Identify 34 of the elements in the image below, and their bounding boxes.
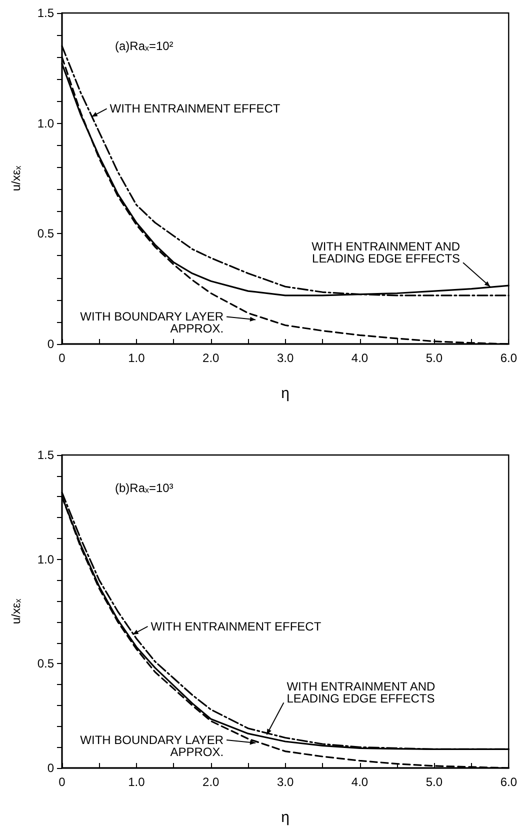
x-tick-label: 2.0 bbox=[202, 775, 220, 789]
x-tick-label: 2.0 bbox=[202, 351, 220, 365]
x-tick-label: 4.0 bbox=[351, 351, 368, 365]
x-tick-label: 6.0 bbox=[500, 351, 518, 365]
x-tick-label: 1.0 bbox=[128, 351, 146, 365]
annotation: WITH ENTRAINMENT AND LEADING EDGE EFFECTS bbox=[312, 240, 460, 266]
x-axis-title: η bbox=[281, 385, 290, 402]
x-axis-title: η bbox=[281, 809, 290, 826]
x-tick-label: 3.0 bbox=[276, 775, 294, 789]
x-tick-label: 5.0 bbox=[426, 351, 443, 365]
y-axis-title: u/xεₓ bbox=[9, 598, 23, 624]
y-tick-label: 1.0 bbox=[37, 552, 54, 566]
annotation: WITH BOUNDARY LAYER APPROX. bbox=[80, 732, 224, 759]
x-tick-label: 0 bbox=[58, 775, 66, 789]
y-tick-label: 0.5 bbox=[37, 656, 54, 671]
annotation: WITH ENTRAINMENT EFFECT bbox=[150, 619, 322, 634]
y-tick-label: 0 bbox=[47, 337, 54, 351]
annotation: WITH ENTRAINMENT EFFECT bbox=[110, 102, 281, 116]
y-axis-title: u/xεₓ bbox=[9, 166, 23, 192]
y-tick-label: 1.5 bbox=[37, 6, 54, 20]
x-tick-label: 3.0 bbox=[276, 351, 294, 365]
y-tick-label: 0 bbox=[47, 761, 54, 775]
y-tick-label: 0.5 bbox=[37, 226, 54, 241]
text: (b)Raₓ=10³ bbox=[115, 481, 174, 495]
x-tick-label: 0 bbox=[58, 351, 66, 365]
x-tick-label: 1.0 bbox=[128, 775, 146, 789]
text: (a)Raₓ=10² bbox=[115, 39, 174, 53]
x-tick-label: 4.0 bbox=[351, 775, 368, 789]
x-tick-label: 5.0 bbox=[426, 775, 443, 789]
annotation: WITH ENTRAINMENT AND LEADING EDGE EFFECTS bbox=[286, 680, 436, 706]
y-tick-label: 1.5 bbox=[37, 448, 54, 462]
annotation: WITH BOUNDARY LAYER APPROX. bbox=[80, 310, 224, 336]
x-tick-label: 6.0 bbox=[500, 775, 518, 789]
y-tick-label: 1.0 bbox=[37, 116, 54, 130]
